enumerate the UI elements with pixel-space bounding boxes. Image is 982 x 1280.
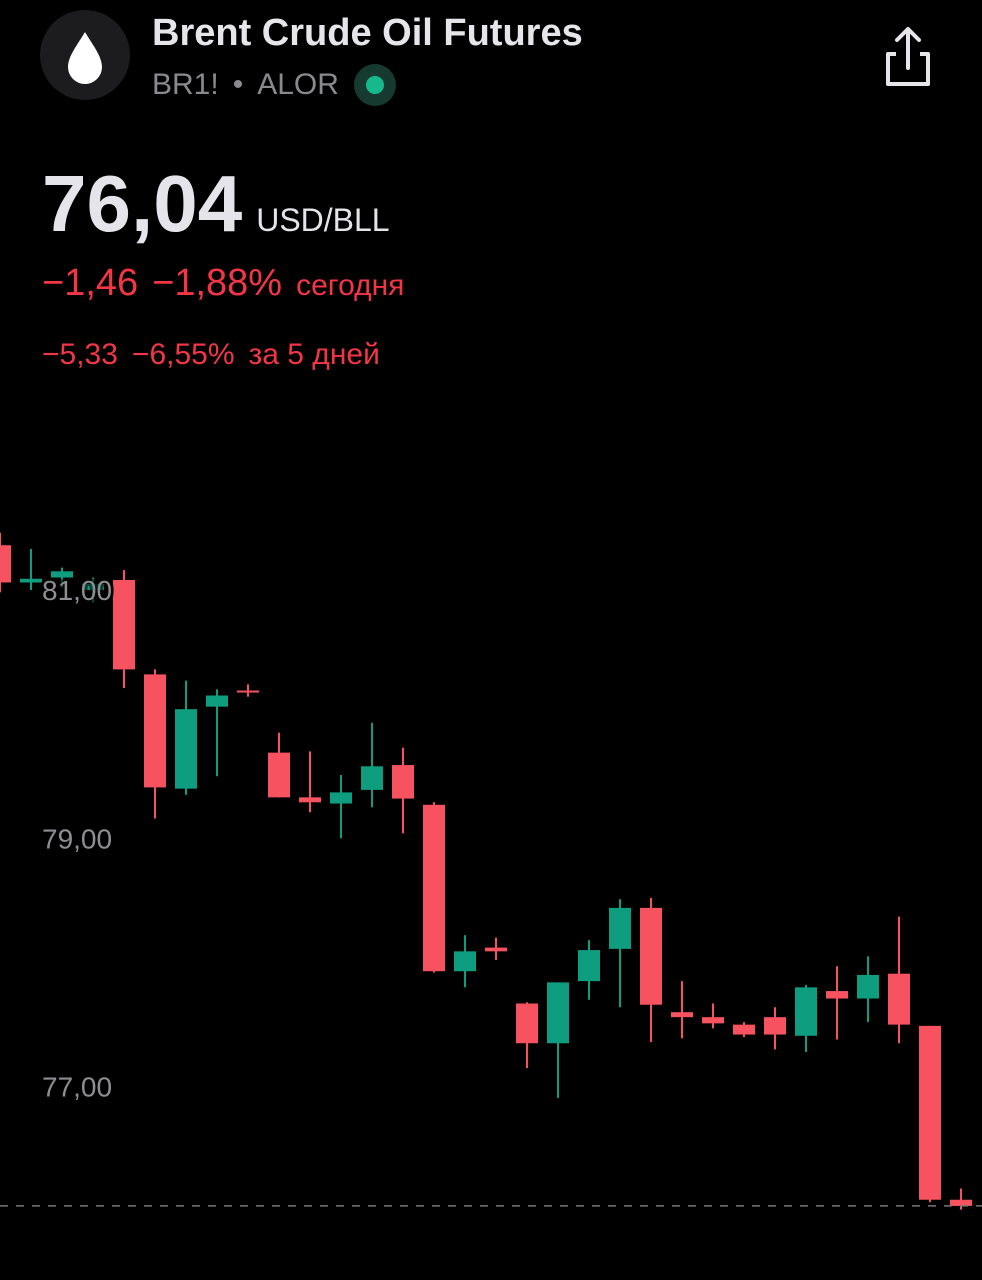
unit: USD/BLL [256, 202, 390, 238]
candle-body [578, 950, 600, 982]
candle-body [640, 907, 662, 1005]
y-tick-label: 79,00 [42, 823, 112, 854]
day-change-row: −1,46 −1,88% сегодня [42, 262, 404, 305]
candle-body [454, 951, 476, 972]
candle-body [516, 1003, 538, 1044]
candle-body [113, 580, 135, 670]
day-change-pct: −1,88% [152, 262, 283, 304]
candle-body [144, 674, 166, 788]
price-row: 76,04 USD/BLL [42, 158, 390, 250]
candle-body [485, 947, 507, 952]
candle-body [82, 583, 104, 590]
candle-body [795, 987, 817, 1036]
candle-body [826, 991, 848, 999]
candle-body [299, 797, 321, 803]
candle-body [919, 1025, 941, 1200]
candle-body [888, 973, 910, 1025]
candle-body [0, 545, 11, 583]
candle-body [237, 690, 259, 693]
y-tick-label: 77,00 [42, 1072, 112, 1103]
candle-body [268, 752, 290, 798]
candle-body [51, 571, 73, 578]
candle-body [423, 804, 445, 972]
candle-body [857, 974, 879, 999]
candle-body [20, 578, 42, 583]
week-change: −5,33 [42, 338, 118, 371]
ticker: BR1! [152, 68, 219, 101]
oil-icon [40, 10, 130, 100]
candle-body [206, 695, 228, 707]
candle-body [702, 1017, 724, 1024]
candle-body [609, 907, 631, 949]
day-label: сегодня [296, 269, 405, 302]
y-tick-label: 81,00 [42, 575, 112, 606]
price: 76,04 [42, 159, 243, 248]
candle-body [671, 1012, 693, 1018]
day-change: −1,46 [42, 262, 139, 304]
candle-body [392, 765, 414, 799]
share-button[interactable] [878, 24, 938, 94]
candle-body [764, 1017, 786, 1035]
candle-body [175, 709, 197, 789]
week-label: за 5 дней [248, 338, 380, 371]
candle-body [330, 792, 352, 804]
subtitle: BR1! • ALOR [152, 63, 583, 107]
candle-body [950, 1199, 972, 1206]
candle-body [733, 1024, 755, 1035]
week-change-row: −5,33 −6,55% за 5 дней [42, 338, 380, 372]
status-dot [353, 64, 396, 106]
exchange: ALOR [257, 68, 339, 101]
week-change-pct: −6,55% [131, 338, 235, 371]
header: Brent Crude Oil Futures BR1! • ALOR [152, 12, 583, 107]
candle-body [361, 766, 383, 790]
separator: • [232, 68, 244, 101]
title: Brent Crude Oil Futures [152, 12, 583, 54]
candle-body [547, 982, 569, 1044]
